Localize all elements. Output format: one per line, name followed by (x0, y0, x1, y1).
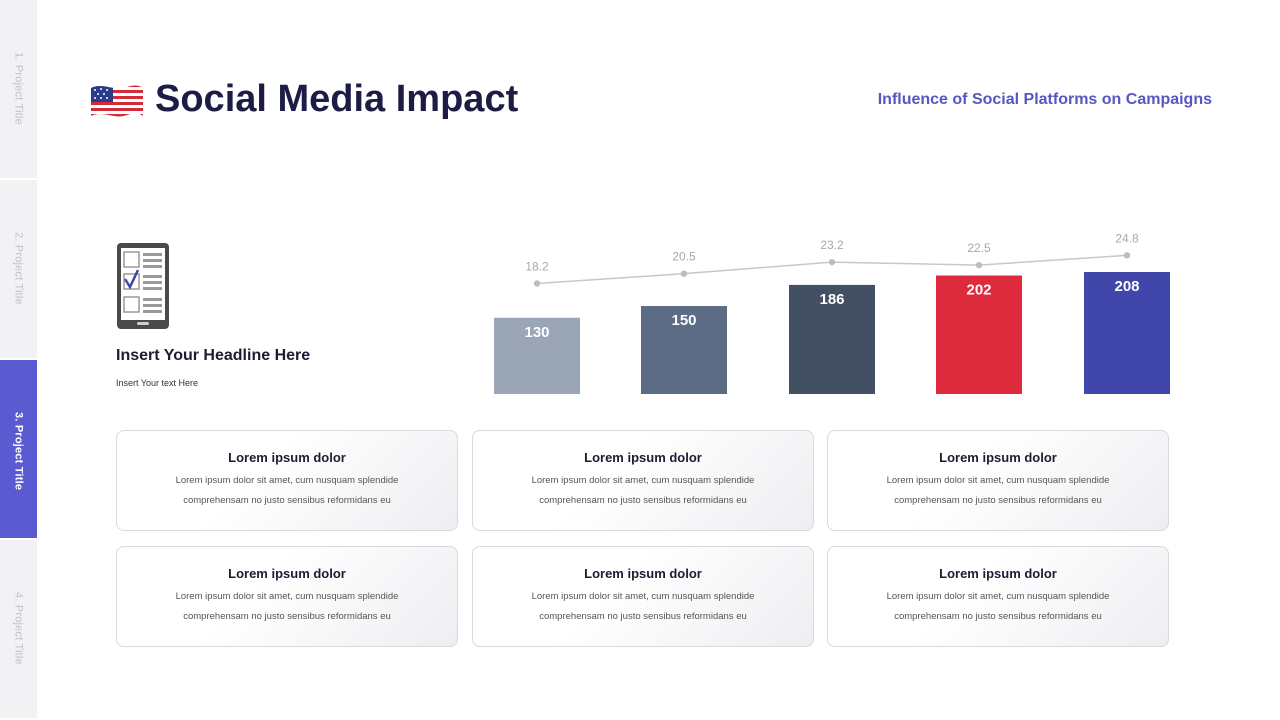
bar-value-label: 186 (819, 291, 844, 308)
bar-value-label: 202 (966, 282, 991, 299)
bar-4 (936, 275, 1022, 394)
nav-tab-label: 4. Project Title (12, 592, 25, 665)
bar-3 (789, 284, 875, 394)
nav-tab-1[interactable]: 1. Project Title (0, 0, 37, 180)
card-text: Lorem ipsum dolor sit amet, cum nusquam … (886, 591, 1110, 622)
trend-point (828, 258, 836, 266)
trend-point (680, 270, 688, 277)
card-title: Lorem ipsum dolor (939, 566, 1057, 581)
card-text: Lorem ipsum dolor sit amet, cum nusquam … (886, 475, 1110, 506)
us-flag-icon (91, 85, 143, 117)
trend-point (1123, 252, 1131, 259)
info-card-5: Lorem ipsum dolor Lorem ipsum dolor sit … (472, 546, 814, 647)
side-nav: 1. Project Title 2. Project Title 3. Pro… (0, 0, 37, 720)
card-title: Lorem ipsum dolor (939, 450, 1057, 465)
card-title: Lorem ipsum dolor (584, 566, 702, 581)
bar-value-label: 208 (1114, 278, 1139, 295)
info-card-3: Lorem ipsum dolor Lorem ipsum dolor sit … (827, 430, 1169, 531)
nav-tab-2[interactable]: 2. Project Title (0, 180, 37, 360)
page-subtitle: Influence of Social Platforms on Campaig… (877, 91, 1212, 108)
bar-line-chart: 130 150 186 202 208 18.2 20.5 23.2 22.5 24.8 (494, 231, 1170, 394)
card-text: Lorem ipsum dolor sit amet, cum nusquam … (531, 475, 755, 506)
trend-point-label: 18.2 (525, 260, 549, 274)
nav-tab-4[interactable]: 4. Project Title (0, 540, 37, 720)
side-text: Insert Your text Here (116, 378, 199, 388)
trend-point-label: 22.5 (967, 241, 991, 255)
trend-point-label: 24.8 (1115, 231, 1139, 245)
phone-checklist-icon (117, 243, 169, 329)
side-headline: Insert Your Headline Here (116, 347, 311, 364)
info-card-1: Lorem ipsum dolor Lorem ipsum dolor sit … (116, 430, 458, 531)
nav-tab-label: 3. Project Title (12, 412, 25, 491)
trend-point-label: 20.5 (672, 250, 696, 264)
bar-2 (641, 306, 727, 394)
trend-point-label: 23.2 (820, 238, 844, 252)
info-card-4: Lorem ipsum dolor Lorem ipsum dolor sit … (116, 546, 458, 647)
card-text: Lorem ipsum dolor sit amet, cum nusquam … (175, 591, 399, 622)
trend-point (533, 280, 541, 287)
info-card-2: Lorem ipsum dolor Lorem ipsum dolor sit … (472, 430, 814, 531)
info-card-6: Lorem ipsum dolor Lorem ipsum dolor sit … (827, 546, 1169, 647)
nav-tab-label: 2. Project Title (12, 232, 25, 305)
bar-value-label: 130 (524, 324, 549, 341)
card-title: Lorem ipsum dolor (228, 450, 346, 465)
bar-5 (1084, 272, 1170, 394)
nav-tab-label: 1. Project Title (12, 52, 25, 125)
card-text: Lorem ipsum dolor sit amet, cum nusquam … (531, 591, 755, 622)
card-title: Lorem ipsum dolor (584, 450, 702, 465)
bar-value-label: 150 (671, 312, 696, 329)
trend-point (975, 261, 983, 269)
page-title: Social Media Impact (155, 78, 519, 120)
bar-1 (494, 317, 580, 394)
card-title: Lorem ipsum dolor (228, 566, 346, 581)
card-text: Lorem ipsum dolor sit amet, cum nusquam … (175, 475, 399, 506)
nav-tab-3[interactable]: 3. Project Title (0, 360, 37, 540)
